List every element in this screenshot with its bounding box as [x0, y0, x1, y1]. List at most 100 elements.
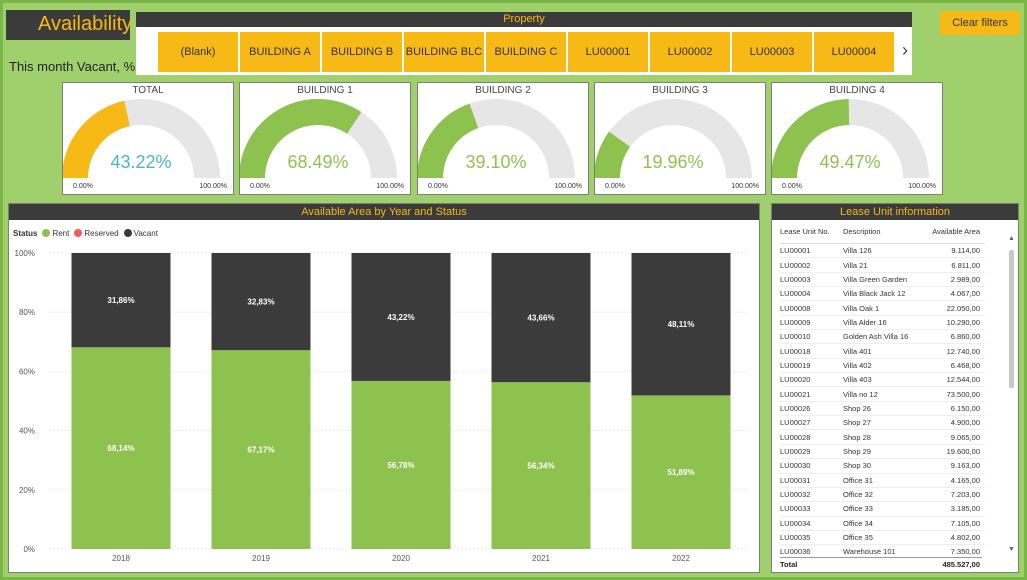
- column-header-available-area[interactable]: Available Area: [932, 227, 980, 236]
- total-spacer: [843, 560, 925, 569]
- lease-table-total: Total 485.527,00: [780, 557, 982, 569]
- y-tick-label: 40%: [19, 427, 35, 436]
- cell-available-area: 73.500,00: [946, 389, 980, 399]
- y-tick-label: 60%: [19, 367, 35, 376]
- x-tick-label: 2022: [672, 554, 690, 563]
- column-header-lease-unit[interactable]: Lease Unit No.: [780, 227, 830, 236]
- cell-available-area: 10.290,00: [946, 317, 980, 327]
- table-row[interactable]: LU00004 Villa Black Jack 12 4.067,00: [780, 287, 985, 302]
- bar-data-label: 67,17%: [247, 446, 274, 455]
- table-row[interactable]: LU00032 Office 32 7.203,00: [780, 488, 985, 503]
- cell-available-area: 19.600,00: [946, 446, 980, 456]
- bar-data-label: 43,22%: [387, 313, 414, 322]
- scroll-down-icon[interactable]: ▼: [1008, 546, 1015, 553]
- table-row[interactable]: LU00002 Villa 21 6.811,00: [780, 258, 985, 273]
- gauge-svg: 39.10%: [418, 99, 575, 179]
- clear-filters-button[interactable]: Clear filters: [940, 11, 1020, 35]
- table-row[interactable]: LU00036 Warehouse 101 7.350,00: [780, 545, 985, 555]
- property-item-lu00002[interactable]: LU00002: [650, 32, 730, 72]
- table-row[interactable]: LU00010 Golden Ash Villa 16 6.860,00: [780, 330, 985, 345]
- legend-item-rent[interactable]: Rent: [42, 229, 69, 238]
- table-scrollbar[interactable]: ▲ ▼: [1008, 235, 1016, 562]
- cell-available-area: 9.163,00: [950, 461, 980, 471]
- total-label: Total: [780, 560, 798, 569]
- cell-available-area: 4.900,00: [950, 418, 980, 428]
- property-item-lu00001[interactable]: LU00001: [568, 32, 648, 72]
- bar-data-label: 32,83%: [247, 298, 274, 307]
- cell-description: Office 32: [843, 490, 873, 500]
- chevron-right-icon[interactable]: ›: [902, 40, 908, 60]
- bar-segment-rent[interactable]: [71, 347, 171, 549]
- bar-segment-rent[interactable]: [491, 382, 591, 549]
- chart-legend: Status Rent Reserved Vacant: [13, 229, 158, 238]
- property-item-lu00004[interactable]: LU00004: [814, 32, 894, 72]
- table-row[interactable]: LU00031 Office 31 4.165,00: [780, 474, 985, 488]
- cell-description: Villa Alder 16: [843, 317, 887, 327]
- gauge-fill: [595, 131, 631, 179]
- gauge-min-label: 0.00%: [782, 183, 802, 190]
- bar-segment-vacant[interactable]: [491, 253, 591, 383]
- cell-description: Villa 402: [843, 360, 872, 370]
- cell-lease-unit: LU00021: [780, 389, 811, 399]
- property-item-blank[interactable]: (Blank): [158, 32, 238, 72]
- table-row[interactable]: LU00020 Villa 403 12.544,00: [780, 373, 985, 388]
- cell-lease-unit: LU00034: [780, 518, 811, 528]
- property-items: (Blank) BUILDING A BUILDING B BUILDING B…: [158, 32, 894, 72]
- cell-lease-unit: LU00004: [780, 289, 811, 299]
- bar-segment-rent[interactable]: [351, 380, 451, 549]
- cell-lease-unit: LU00003: [780, 274, 811, 284]
- gauge-value: 43.22%: [110, 152, 171, 172]
- table-row[interactable]: LU00026 Shop 26 6.150,00: [780, 402, 985, 417]
- table-row[interactable]: LU00033 Office 33 3.185,00: [780, 502, 985, 517]
- table-row[interactable]: LU00019 Villa 402 6.468,00: [780, 359, 985, 374]
- bar-segment-vacant[interactable]: [71, 253, 171, 348]
- bar-segment-vacant[interactable]: [351, 253, 451, 381]
- available-area-chart: Available Area by Year and Status Status…: [8, 203, 760, 573]
- bar-data-label: 51,89%: [667, 468, 694, 477]
- property-item-building-a[interactable]: BUILDING A: [240, 32, 320, 72]
- legend-item-vacant[interactable]: Vacant: [123, 229, 158, 238]
- cell-lease-unit: LU00031: [780, 475, 811, 485]
- cell-lease-unit: LU00028: [780, 432, 811, 442]
- bar-segment-vacant[interactable]: [211, 253, 311, 351]
- table-row[interactable]: LU00001 Villa 126 9.114,00: [780, 244, 985, 259]
- bar-data-label: 68,14%: [107, 444, 134, 453]
- chart-plot: 0% 20% 40% 60% 80% 100% 68,14% 31,86% 2018 67,17%…: [15, 249, 749, 563]
- table-row[interactable]: LU00008 Villa Oak 1 22.050,00: [780, 301, 985, 316]
- gauge-svg: 43.22%: [63, 99, 220, 179]
- cell-available-area: 4.067,00: [950, 289, 980, 299]
- gauge-min-label: 0.00%: [73, 183, 93, 190]
- legend-item-reserved[interactable]: Reserved: [74, 229, 119, 238]
- property-item-lu00003[interactable]: LU00003: [732, 32, 812, 72]
- bar-segment-rent[interactable]: [631, 395, 731, 549]
- cell-description: Warehouse 101: [843, 547, 896, 555]
- gauge-max-label: 100.00%: [199, 183, 227, 190]
- gauge-fill: [418, 103, 479, 179]
- bar-segment-rent[interactable]: [211, 350, 311, 549]
- table-row[interactable]: LU00027 Shop 27 4.900,00: [780, 416, 985, 431]
- table-row[interactable]: LU00030 Shop 30 9.163,00: [780, 459, 985, 474]
- column-header-description[interactable]: Description: [843, 227, 881, 236]
- legend-dot-icon: [123, 229, 132, 237]
- property-item-building-b[interactable]: BUILDING B: [322, 32, 402, 72]
- table-row[interactable]: LU00009 Villa Alder 16 10.290,00: [780, 316, 985, 331]
- property-item-building-c[interactable]: BUILDING C: [486, 32, 566, 72]
- gauge-title: BUILDING 4: [829, 85, 885, 96]
- table-row[interactable]: LU00028 Shop 28 9.065,00: [780, 430, 985, 445]
- table-row[interactable]: LU00003 Villa Green Garden 2.989,00: [780, 273, 985, 288]
- table-row[interactable]: LU00029 Shop 29 19.600,00: [780, 445, 985, 460]
- table-row[interactable]: LU00021 Villa no 12 73.500,00: [780, 387, 985, 402]
- lease-unit-table: Lease Unit information Lease Unit No. De…: [771, 203, 1019, 573]
- gauge-value: 19.96%: [642, 152, 703, 172]
- property-item-building-blc[interactable]: BUILDING BLC: [404, 32, 484, 72]
- table-row[interactable]: LU00035 Office 35 4.802,00: [780, 531, 985, 546]
- cell-available-area: 4.802,00: [950, 533, 980, 543]
- gauge-value: 39.10%: [465, 152, 526, 172]
- scroll-up-icon[interactable]: ▲: [1008, 235, 1015, 242]
- scroll-thumb[interactable]: [1009, 250, 1014, 388]
- bar-segment-vacant[interactable]: [631, 253, 731, 396]
- table-row[interactable]: LU00018 Villa 401 12.740,00: [780, 344, 985, 359]
- table-row[interactable]: LU00034 Office 34 7.105,00: [780, 517, 985, 531]
- cell-lease-unit: LU00020: [780, 375, 811, 385]
